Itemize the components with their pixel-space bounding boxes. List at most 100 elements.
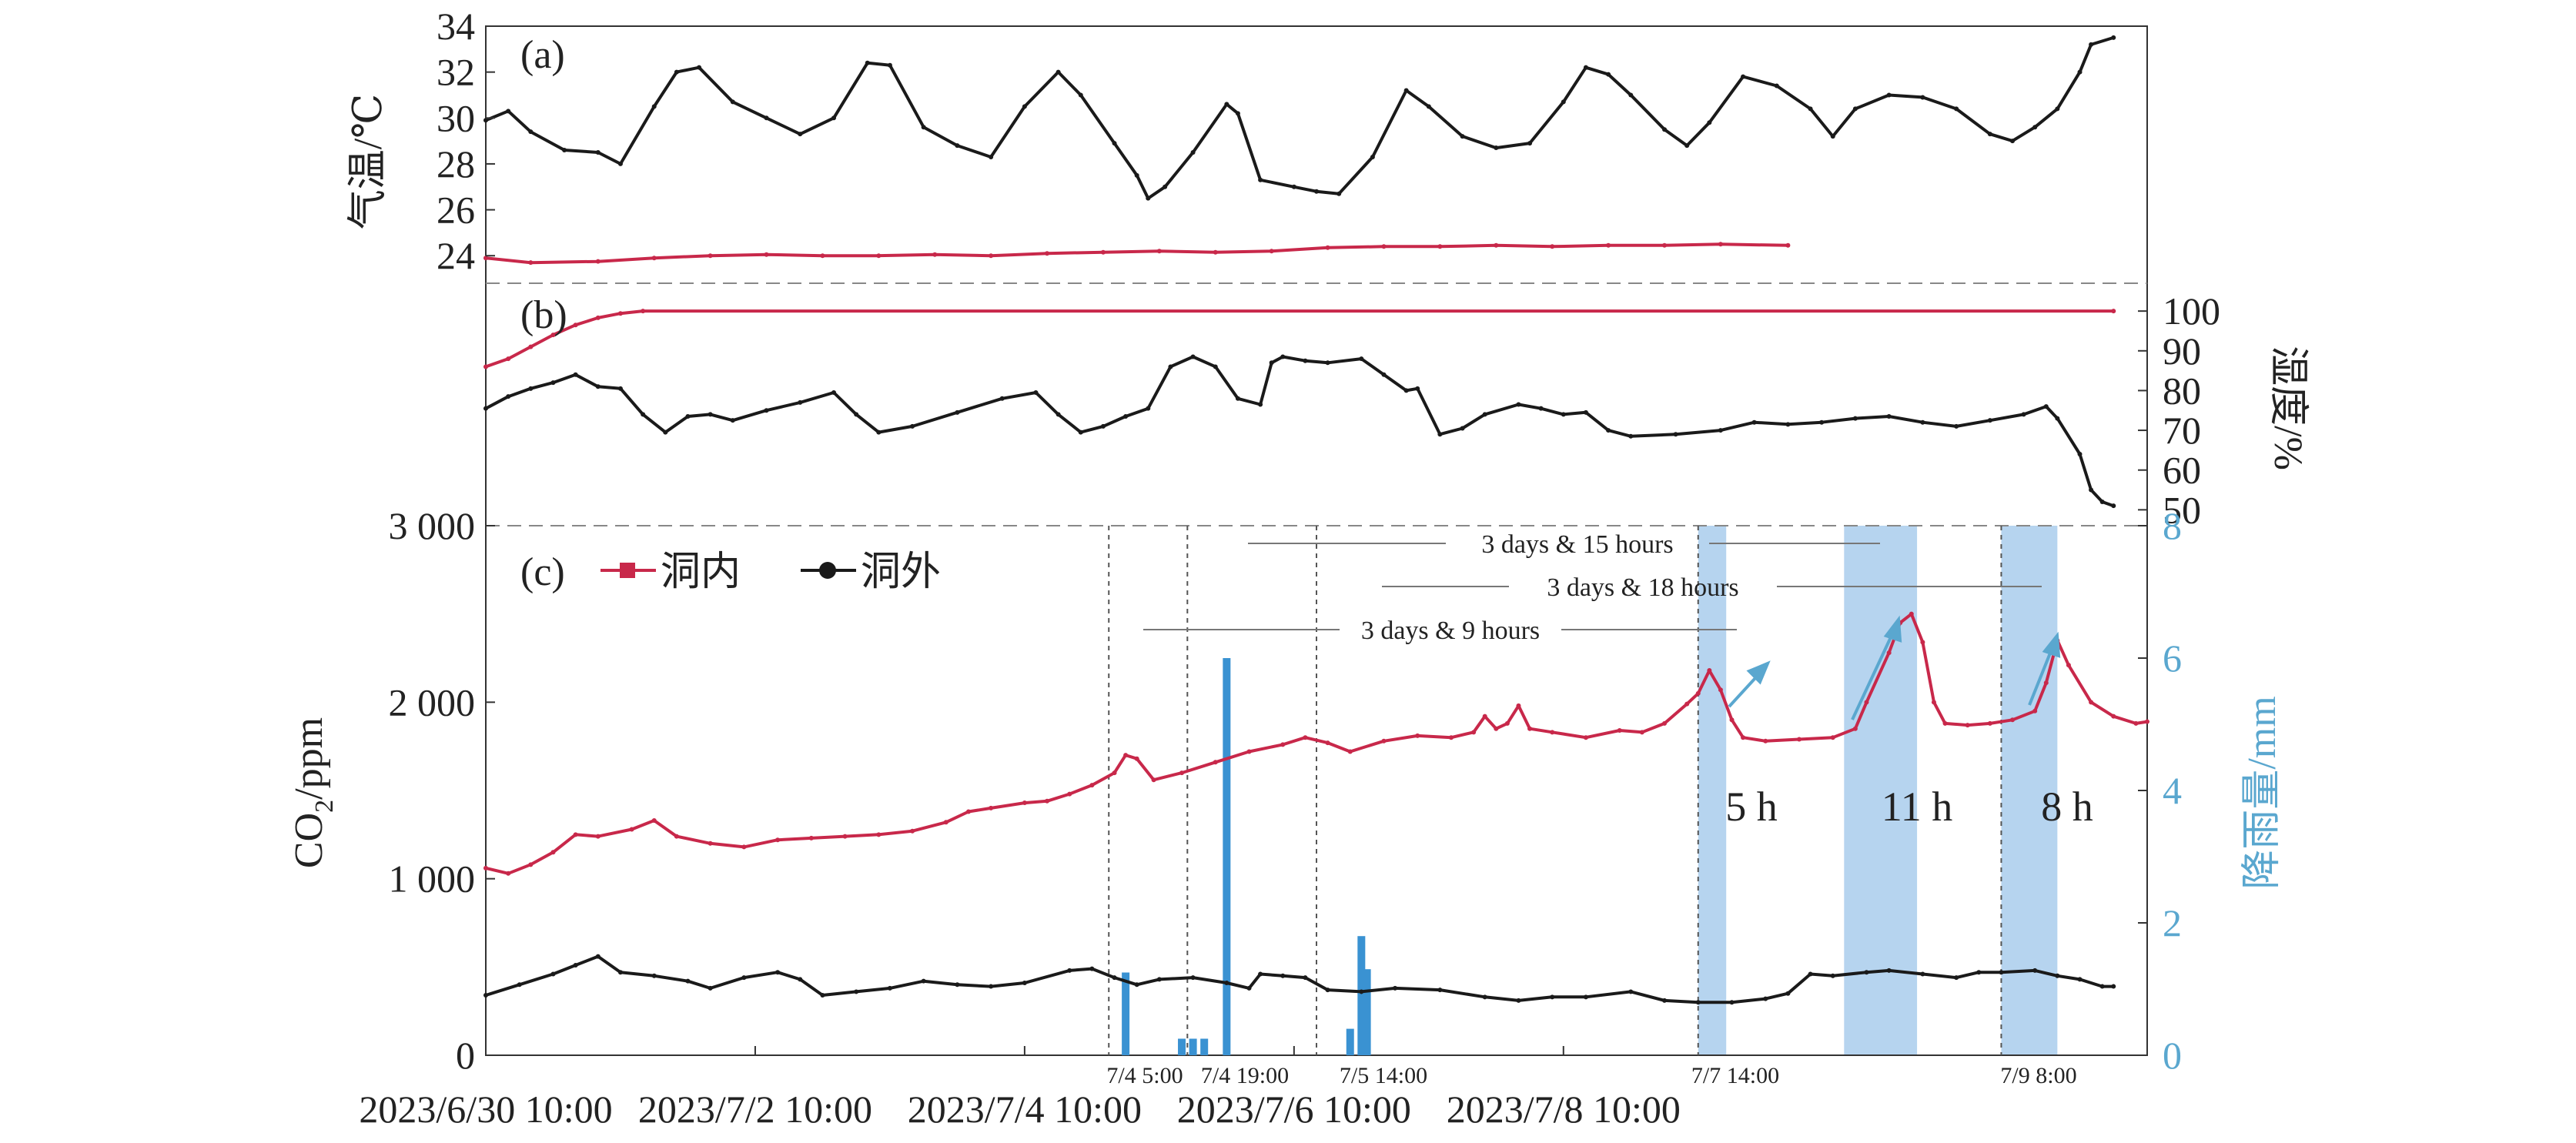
temp-outside-series-point-19 [1022,104,1027,109]
co2-inside-series-point-19 [989,805,994,810]
temp-tick-label-5: 32 [437,51,475,94]
humidity-inside-series-point-5 [573,323,578,328]
humidity-outside-series-point-27 [1168,364,1173,369]
co2-inside-series-point-66 [1965,723,1970,728]
co2-outside-series-point-35 [1482,994,1487,1000]
co2-outside-series-point-57 [2111,984,2116,989]
co2-inside-series-point-54 [1741,735,1746,740]
co2-tick-label-3: 2 000 [389,680,476,724]
temp-outside-series-point-5 [595,150,601,155]
temp-outside-series [485,35,2114,200]
humidity-outside-series-point-61 [2055,416,2060,421]
co2-outside-series-point-27 [1246,985,1252,991]
humidity-inside-series-point-3 [528,344,534,349]
co2-inside-series-point-53 [1729,717,1735,723]
co2-inside-series-point-23 [1089,783,1095,788]
co2-outside-series-point-24 [1156,977,1162,982]
humidity-outside-series-point-53 [1819,419,1825,425]
panel-label-b: (b) [520,293,567,337]
humidity-inside-series-point-7 [617,311,623,316]
co2-inside-series-point-31 [1280,742,1286,747]
span-label-2: 3 days & 18 hours [1547,573,1738,602]
co2-outside-series-point-50 [1954,975,1959,981]
temp-tick-label-3: 28 [437,142,475,185]
x-tick-label-5: 2023/7/8 10:00 [1447,1088,1681,1131]
co2-tick-label-1: 0 [456,1034,475,1077]
temp-outside-series-point-9 [697,65,702,70]
highlight-window-1 [1698,526,1727,1055]
legend: 洞内 洞外 [601,550,941,594]
co2-inside-series-point-17 [943,820,948,825]
rain-bar-6 [1346,1028,1354,1055]
temp-inside-series-point-18 [1437,244,1443,249]
temp-outside-series-point-46 [1741,74,1746,79]
co2-inside-series-point-22 [1067,791,1072,797]
co2-inside-series-point-56 [1796,737,1802,742]
temp-outside-series-point-56 [2032,125,2038,130]
rain-bar-3 [1189,1038,1197,1055]
rain-bar-5 [1223,658,1231,1055]
rain-bar-4 [1200,1038,1209,1055]
humidity-outside-series-point-48 [1628,433,1634,439]
humidity-outside-series-point-9 [663,429,668,435]
co2-outside-series-point-31 [1325,988,1330,993]
co2-tick-label-2: 1 000 [389,857,476,901]
temp-inside-series-point-22 [1662,242,1668,248]
co2-inside-series-point-26 [1134,756,1139,761]
co2-outside-series-point-5 [595,954,601,959]
co2-outside-series-point-32 [1359,989,1364,994]
humidity-outside-series-point-57 [1954,423,1959,429]
co2-inside-series-point-64 [1931,700,1936,705]
co2-inside-series-point-55 [1763,738,1768,744]
humidity-outside-series [485,355,2114,508]
co2-outside-series-point-42 [1729,1000,1735,1005]
co2-outside-series-point-14 [854,989,859,994]
co2-outside-series-point-28 [1258,971,1263,977]
temp-outside-series-point-49 [1830,134,1835,139]
rise-arrows [1728,615,2061,720]
humidity-outside-series-point-60 [2043,404,2049,409]
co2-outside-series-point-41 [1695,1000,1701,1005]
humidity-outside-series-point-14 [798,399,803,405]
co2-inside-series-point-24 [1112,770,1117,776]
temp-outside-series-point-32 [1337,191,1342,196]
co2-inside-series-point-50 [1695,690,1701,696]
co2-inside-series-point-41 [1504,720,1510,726]
span-label-3: 3 days & 9 hours [1361,617,1540,645]
temp-inside-series [485,242,1788,265]
co2-inside-series-point-76 [2145,719,2149,724]
temp-outside-series-point-35 [1426,104,1431,109]
co2-inside-series-point-67 [1987,720,1992,726]
co2-outside-series-point-49 [1920,971,1925,977]
temp-outside-series-point-25 [1163,184,1168,189]
co2-inside-series-point-15 [876,832,882,837]
temp-inside-series-point-1 [483,256,488,261]
co2-inside-series-point-38 [1471,730,1477,735]
temp-outside-series-point-48 [1808,106,1813,112]
humidity-outside-series-point-4 [550,380,556,386]
panel-label-a: (a) [520,33,565,77]
humidity-outside-series-point-2 [506,394,511,399]
co2-inside-series-point-52 [1718,687,1723,693]
co2-inside-series-point-28 [1179,770,1185,776]
temp-tick-label-6: 34 [437,5,475,48]
humidity-outside-series-point-15 [831,390,837,396]
humidity-outside-series-point-6 [595,384,601,389]
co2-outside-series-point-44 [1785,991,1791,996]
humidity-outside-series-point-30 [1235,396,1240,401]
co2-outside-series-point-51 [1976,970,1982,975]
co2-outside-series-point-1 [483,993,488,998]
co2-inside-series-point-34 [1347,749,1353,754]
humidity-outside-series-point-8 [641,412,646,417]
co2-outside-series-point-37 [1550,994,1555,1000]
co2-inside-series-point-11 [741,844,747,850]
temp-inside-series-point-2 [528,260,534,266]
temp-inside-series-point-10 [989,253,994,259]
co2-inside-series-point-37 [1448,735,1454,740]
co2-outside-series-point-16 [921,978,926,984]
co2-outside-series-point-48 [1886,968,1892,973]
temp-tick-label-2: 26 [437,189,475,232]
temp-outside-series-point-27 [1224,102,1229,107]
humidity-outside-series-point-56 [1920,419,1925,425]
co2-outside-series-point-2 [517,982,522,988]
